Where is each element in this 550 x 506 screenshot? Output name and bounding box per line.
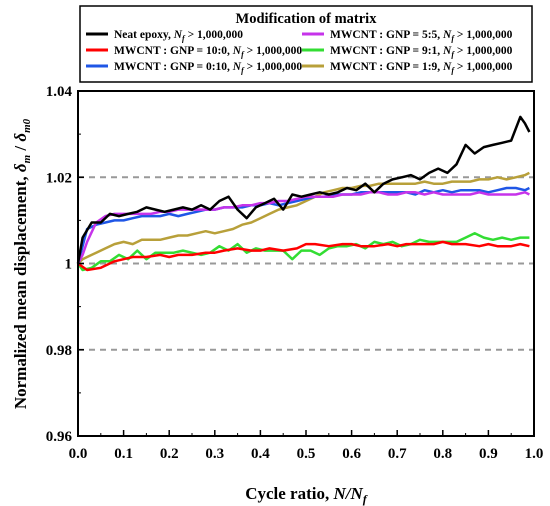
legend-label: MWCNT : GNP = 1:9, Nf > 1,000,000 — [330, 61, 513, 75]
y-tick-label: 1 — [65, 257, 73, 273]
legend-title: Modification of matrix — [236, 11, 378, 27]
x-tick-label: 0.2 — [160, 446, 179, 462]
legend-label: MWCNT : GNP = 9:1, Nf > 1,000,000 — [330, 45, 513, 59]
x-tick-label: 1.0 — [525, 446, 544, 462]
y-tick-label: 1.02 — [46, 170, 72, 186]
x-tick-label: 0.7 — [388, 446, 407, 462]
legend-entries: Neat epoxy, Nf > 1,000,000 MWCNT : GNP = … — [86, 29, 513, 75]
x-tick-label: 0.3 — [205, 446, 224, 462]
y-tick-label: 1.04 — [46, 84, 73, 100]
x-axis-title: Cycle ratio, N/Nf — [245, 484, 368, 506]
reference-lines — [78, 176, 534, 351]
legend-label: MWCNT : GNP = 10:0, Nf > 1,000,000 — [114, 45, 302, 59]
x-tick-label: 0.6 — [342, 446, 361, 462]
series-layer — [76, 115, 531, 272]
series-line — [77, 171, 530, 265]
y-axis-title: Normalized mean displacement, δm / δm0 — [11, 118, 33, 409]
x-tick-label: 0.4 — [251, 446, 270, 462]
plot-frame — [77, 90, 535, 437]
x-tick-label: 0.0 — [69, 446, 88, 462]
series-line — [76, 115, 531, 264]
series-line — [77, 240, 530, 272]
y-tick-label: 0.96 — [46, 429, 73, 445]
x-tick-label: 0.1 — [114, 446, 133, 462]
legend-label: MWCNT : GNP = 5:5, Nf > 1,000,000 — [330, 29, 513, 43]
series-line — [76, 186, 530, 264]
legend-label: Neat epoxy, Nf > 1,000,000 — [114, 29, 243, 43]
legend-box — [79, 5, 533, 83]
x-tick-label: 0.5 — [297, 446, 316, 462]
ticks-layer: 0.0 0.1 0.2 0.3 0.4 0.5 0.6 0.7 0.8 0.9 1.0 0.96 0.9… — [46, 84, 544, 462]
legend: Modification of matrix Neat epoxy, Nf > … — [79, 5, 533, 83]
x-tick-label: 0.8 — [433, 446, 452, 462]
legend-label: MWCNT : GNP = 0:10, Nf > 1,000,000 — [114, 61, 302, 75]
y-tick-label: 0.98 — [46, 343, 72, 359]
x-tick-label: 0.9 — [479, 446, 498, 462]
